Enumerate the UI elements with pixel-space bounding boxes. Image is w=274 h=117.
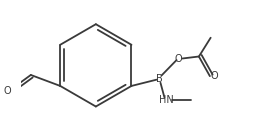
Text: O: O: [175, 53, 182, 64]
Text: HN: HN: [159, 95, 174, 105]
Text: O: O: [211, 71, 218, 81]
Text: B: B: [156, 74, 163, 84]
Text: O: O: [3, 86, 11, 96]
